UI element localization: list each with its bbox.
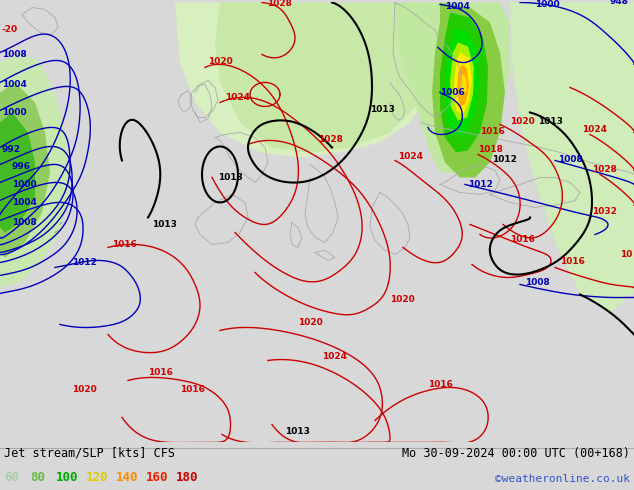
Polygon shape — [450, 43, 474, 121]
Text: 1000: 1000 — [12, 180, 37, 189]
Text: 1020: 1020 — [390, 295, 415, 304]
Text: 1008: 1008 — [525, 278, 550, 287]
Text: 1016: 1016 — [428, 380, 453, 390]
Polygon shape — [0, 113, 35, 232]
Text: ©weatheronline.co.uk: ©weatheronline.co.uk — [495, 474, 630, 484]
Text: 180: 180 — [176, 471, 198, 484]
Text: 1020: 1020 — [208, 57, 233, 67]
Polygon shape — [395, 2, 510, 172]
Text: 1006: 1006 — [440, 88, 465, 97]
Text: 1013: 1013 — [152, 220, 177, 229]
Polygon shape — [175, 2, 430, 157]
Text: 1004: 1004 — [2, 80, 27, 89]
Polygon shape — [460, 74, 467, 95]
Text: 1013: 1013 — [285, 427, 310, 437]
Text: 100: 100 — [56, 471, 79, 484]
Text: -20: -20 — [2, 25, 18, 34]
Text: 60: 60 — [4, 471, 19, 484]
Text: 1028: 1028 — [318, 135, 343, 145]
Text: 1016: 1016 — [480, 127, 505, 136]
Text: 1020: 1020 — [72, 386, 97, 394]
Text: 120: 120 — [86, 471, 108, 484]
Text: 1000: 1000 — [2, 108, 27, 117]
Polygon shape — [432, 2, 505, 177]
Polygon shape — [457, 65, 469, 106]
Text: 1016: 1016 — [148, 368, 173, 377]
Text: 1008: 1008 — [12, 218, 37, 227]
Text: 1013: 1013 — [218, 173, 243, 182]
Text: 140: 140 — [116, 471, 138, 484]
Polygon shape — [0, 52, 70, 288]
Text: 1024: 1024 — [225, 94, 250, 102]
Polygon shape — [445, 27, 479, 134]
Text: 1016: 1016 — [112, 241, 137, 249]
Text: 1013: 1013 — [370, 105, 395, 115]
Text: 996: 996 — [12, 162, 31, 171]
Text: 1012: 1012 — [492, 155, 517, 165]
Text: 1004: 1004 — [445, 2, 470, 11]
Text: 948: 948 — [610, 0, 629, 6]
Text: 1016: 1016 — [560, 257, 585, 267]
Text: 1004: 1004 — [12, 198, 37, 207]
Text: 1008: 1008 — [558, 155, 583, 164]
Polygon shape — [215, 2, 440, 152]
Text: 1028: 1028 — [592, 166, 617, 174]
Text: 1024: 1024 — [582, 125, 607, 134]
Text: 1020: 1020 — [510, 118, 534, 126]
Text: 1013: 1013 — [538, 118, 563, 126]
Text: 1012: 1012 — [72, 258, 97, 267]
Text: 1008: 1008 — [2, 50, 27, 59]
Text: Mo 30-09-2024 00:00 UTC (00+168): Mo 30-09-2024 00:00 UTC (00+168) — [402, 447, 630, 460]
Text: 10: 10 — [620, 250, 632, 260]
Text: 80: 80 — [30, 471, 45, 484]
Text: 1024: 1024 — [398, 152, 423, 162]
Polygon shape — [510, 2, 634, 313]
Text: 992: 992 — [2, 145, 21, 154]
Text: 1016: 1016 — [510, 236, 535, 245]
Text: 1000: 1000 — [535, 0, 560, 9]
Text: 1020: 1020 — [298, 318, 323, 327]
Polygon shape — [440, 12, 488, 152]
Text: 1024: 1024 — [322, 352, 347, 362]
Polygon shape — [0, 82, 50, 257]
Text: 160: 160 — [146, 471, 169, 484]
Text: 1012: 1012 — [468, 180, 493, 189]
Text: Jet stream/SLP [kts] CFS: Jet stream/SLP [kts] CFS — [4, 447, 175, 460]
Polygon shape — [454, 52, 472, 115]
Text: 1028: 1028 — [267, 0, 292, 8]
Text: 1032: 1032 — [592, 207, 617, 217]
Text: 1018: 1018 — [478, 146, 503, 154]
Text: 1016: 1016 — [180, 386, 205, 394]
